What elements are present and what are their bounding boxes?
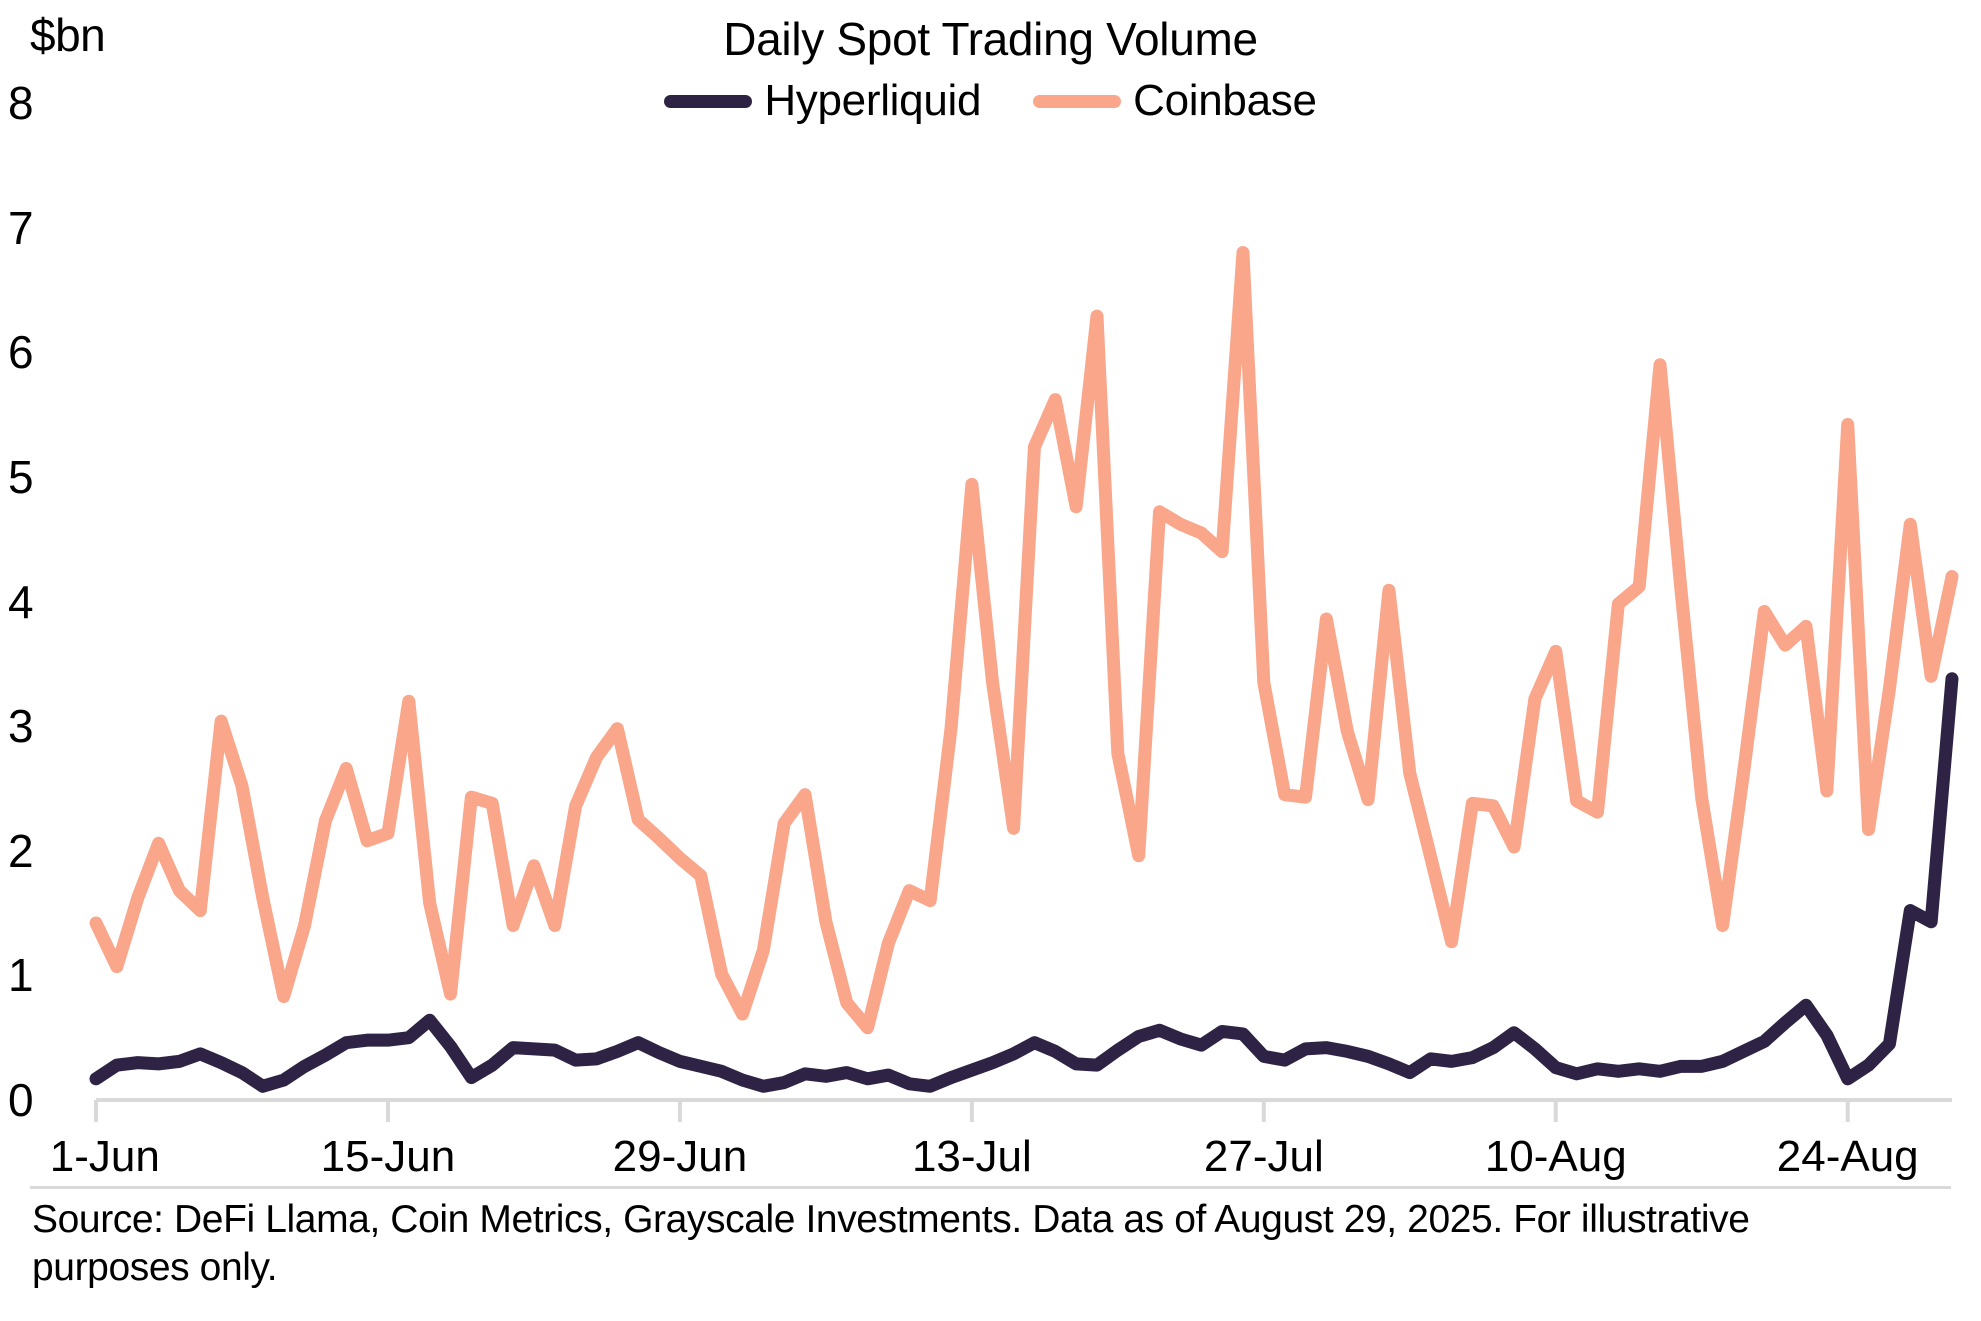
x-axis-tick-label-24-Aug: 24-Aug bbox=[1776, 1132, 1919, 1181]
source-divider bbox=[30, 1186, 1951, 1189]
series-layer bbox=[89, 246, 1959, 1093]
y-axis-tick-label-3: 3 bbox=[8, 700, 34, 753]
x-axis-tick-label-1-Jun: 1-Jun bbox=[49, 1132, 160, 1181]
y-axis-tick-label-6: 6 bbox=[8, 326, 34, 379]
legend-label-hyperliquid: Hyperliquid bbox=[764, 76, 982, 125]
legend-swatch-hyperliquid bbox=[664, 94, 753, 108]
chart-legend: Hyperliquid Coinbase bbox=[0, 76, 1981, 126]
series-line-hyperliquid bbox=[89, 672, 1959, 1093]
y-axis-tick-label-1: 1 bbox=[8, 949, 34, 1002]
x-axis-tick-label-13-Jul: 13-Jul bbox=[911, 1132, 1032, 1181]
y-axis-tick-label-7: 7 bbox=[8, 201, 34, 254]
y-axis-tick-label-0: 0 bbox=[8, 1074, 34, 1126]
legend-item-hyperliquid[interactable]: Hyperliquid bbox=[664, 76, 981, 126]
x-axis-tick-label-27-Jul: 27-Jul bbox=[1203, 1132, 1324, 1181]
legend-swatch-coinbase bbox=[1033, 94, 1122, 108]
series-line-coinbase bbox=[89, 246, 1959, 1035]
source-note: Source: DeFi Llama, Coin Metrics, Graysc… bbox=[32, 1198, 1750, 1289]
legend-label-coinbase: Coinbase bbox=[1133, 76, 1317, 125]
chart-title: Daily Spot Trading Volume bbox=[723, 13, 1258, 65]
x-axis-tick-label-29-Jun: 29-Jun bbox=[612, 1132, 748, 1181]
axis-layer bbox=[94, 1098, 1952, 1122]
x-axis-tick-label-10-Aug: 10-Aug bbox=[1484, 1132, 1627, 1181]
y-axis-tick-label-2: 2 bbox=[8, 824, 34, 877]
x-axis-tick-label-15-Jun: 15-Jun bbox=[320, 1132, 456, 1181]
y-axis-tick-label-5: 5 bbox=[8, 450, 34, 503]
y-axis-tick-label-4: 4 bbox=[8, 575, 34, 628]
legend-item-coinbase[interactable]: Coinbase bbox=[1033, 76, 1317, 126]
y-axis-unit-label: $bn bbox=[30, 9, 106, 61]
y-axis-tick-label-8: 8 bbox=[8, 77, 34, 129]
